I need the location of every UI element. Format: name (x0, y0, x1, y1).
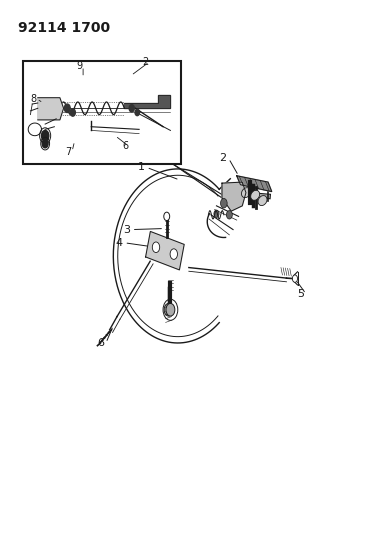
Text: 8: 8 (30, 94, 36, 104)
Polygon shape (222, 182, 246, 211)
Text: 6: 6 (97, 338, 104, 348)
Text: 92114 1700: 92114 1700 (18, 21, 110, 35)
Circle shape (152, 242, 160, 253)
Circle shape (226, 211, 232, 219)
Bar (23, 61, 181, 164)
Text: 7: 7 (65, 147, 71, 157)
Polygon shape (237, 176, 272, 191)
Circle shape (164, 212, 170, 221)
Circle shape (164, 303, 173, 316)
Circle shape (292, 275, 298, 282)
Circle shape (70, 109, 76, 116)
Circle shape (170, 249, 178, 260)
Text: 2: 2 (142, 57, 149, 67)
Circle shape (214, 210, 219, 217)
Circle shape (42, 140, 48, 148)
Ellipse shape (251, 190, 260, 200)
Text: 4: 4 (115, 238, 122, 248)
Circle shape (42, 131, 49, 141)
Polygon shape (125, 95, 171, 108)
Circle shape (221, 198, 227, 208)
Text: 6: 6 (122, 141, 128, 151)
Text: 2: 2 (220, 154, 227, 164)
Circle shape (166, 303, 175, 316)
Text: 9: 9 (76, 61, 83, 71)
Ellipse shape (242, 188, 251, 198)
Ellipse shape (258, 196, 267, 206)
Polygon shape (145, 231, 184, 270)
Circle shape (135, 109, 140, 116)
Circle shape (129, 104, 134, 112)
Text: 3: 3 (123, 224, 130, 235)
Polygon shape (38, 98, 64, 120)
Circle shape (64, 104, 70, 112)
Text: 1: 1 (137, 163, 144, 172)
Text: 5: 5 (297, 289, 304, 299)
